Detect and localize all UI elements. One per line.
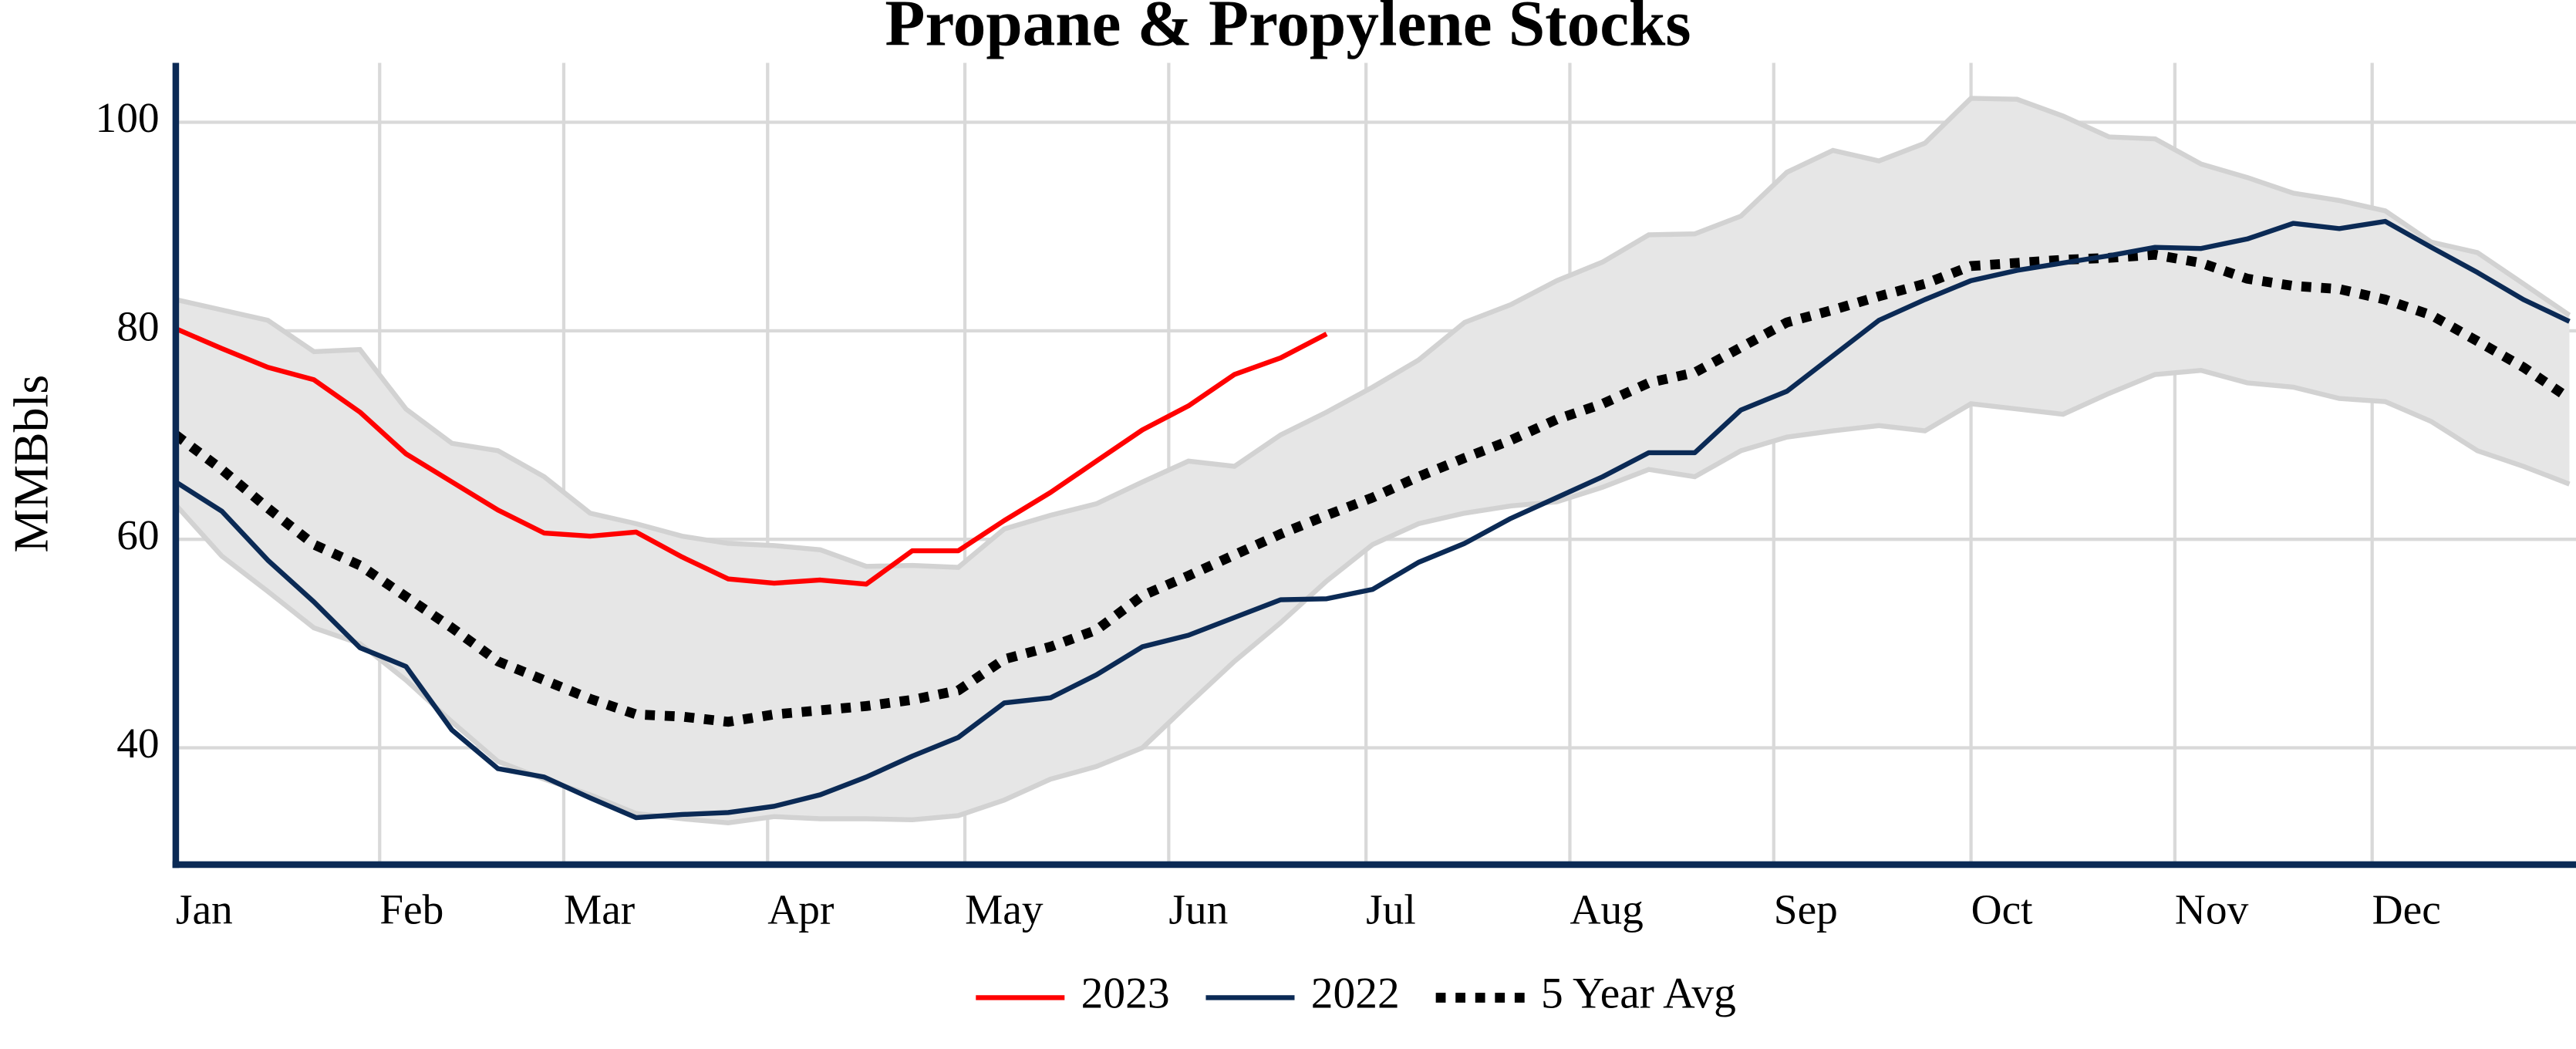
range-area	[175, 98, 2570, 823]
x-tick-label: Feb	[379, 886, 443, 933]
y-axis-label: MMBbls	[4, 375, 59, 553]
x-tick-label: Jan	[176, 886, 233, 933]
x-tick-label: Sep	[1774, 886, 1838, 933]
legend-label: 2022	[1311, 970, 1400, 1018]
x-tick-label: Jul	[1366, 886, 1416, 933]
x-tick-label: Apr	[767, 886, 834, 933]
y-tick-label: 100	[96, 94, 160, 141]
range-upper	[175, 96, 2571, 570]
x-tick-label: May	[965, 886, 1044, 933]
legend-label: 5 Year Avg	[1541, 970, 1736, 1018]
legend-label: 2023	[1081, 970, 1170, 1018]
y-tick-label: 60	[116, 511, 159, 558]
x-tick-label: Mar	[564, 886, 635, 933]
series-line	[173, 249, 2573, 727]
chart-title: Propane & Propylene Stocks	[885, 0, 1691, 59]
y-tick-label: 80	[116, 303, 159, 350]
series-line	[174, 326, 1328, 587]
series-line	[174, 218, 2571, 821]
y-tick-label: 40	[116, 720, 159, 767]
x-tick-label: Dec	[2372, 886, 2441, 933]
x-tick-label: Nov	[2175, 886, 2249, 933]
x-tick-label: Aug	[1570, 886, 1643, 933]
legend: 2023 2022 5 Year Avg	[976, 970, 1736, 1018]
x-tick-label: Oct	[1971, 886, 2034, 933]
x-tick-label: Jun	[1168, 886, 1228, 933]
